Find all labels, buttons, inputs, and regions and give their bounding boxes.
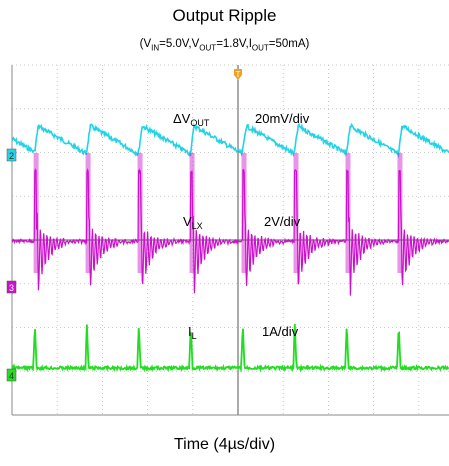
trace-scale-label: 2V/div	[264, 214, 301, 229]
trace-name-sub: OUT	[190, 118, 210, 128]
trace-name-sub: LX	[192, 221, 203, 231]
vlx-edge-burst	[137, 153, 143, 273]
subtitle-vout-sub: OUT	[199, 43, 217, 53]
subtitle-iout-val: =50mA)	[268, 38, 310, 50]
vlx-edge-burst	[241, 153, 247, 273]
subtitle-vin-val: =5.0V,V	[159, 38, 200, 50]
channel-marker-label: 4	[9, 371, 14, 381]
trace-name-sub: L	[192, 331, 197, 341]
plot-traces	[11, 122, 449, 373]
trigger-marker-label: T	[236, 70, 241, 79]
channel-marker-label: 3	[9, 283, 14, 293]
vlx-edge-burst	[85, 153, 91, 273]
trace-name-main: ΔV	[173, 111, 191, 126]
channel-marker	[6, 368, 17, 382]
channel-marker	[6, 280, 17, 294]
subtitle-vin-sub: IN	[151, 43, 160, 53]
plot-labels: ΔVOUT 20mV/div VLX 2V/div IL 1A/div	[173, 111, 310, 341]
trigger-marker-icon	[234, 69, 242, 80]
plot-grid	[11, 64, 449, 416]
vlx-edge-burst	[397, 153, 403, 273]
vlx-edge-burst	[189, 153, 195, 273]
vlx-trace	[11, 167, 449, 296]
trace-name-main: V	[183, 214, 192, 229]
channel-marker	[6, 148, 17, 162]
trace-name-label: VLX	[183, 214, 203, 231]
subtitle-iout-sub: OUT	[251, 43, 269, 53]
channel-marker-label: 2	[9, 151, 14, 161]
chart-title: Output Ripple	[172, 6, 277, 25]
trace-name-main: I	[188, 324, 192, 339]
subtitle-vout-val: =1.8V,I	[216, 38, 252, 50]
chart-subtitle: (VIN=5.0V,VOUT=1.8V,IOUT=50mA)	[0, 38, 449, 52]
vout-ripple-trace	[11, 122, 449, 159]
trace-name-label: ΔVOUT	[173, 111, 210, 128]
plot-markers: 2 3 4 T	[6, 69, 242, 382]
vlx-edge-burst	[293, 153, 299, 273]
trace-scale-label: 20mV/div	[255, 111, 310, 126]
trace-scale-label: 1A/div	[262, 324, 299, 339]
subtitle-prefix: (V	[139, 38, 152, 50]
trace-name-label: IL	[188, 324, 197, 341]
vlx-edge-burst	[33, 153, 39, 273]
vlx-edge-burst	[345, 153, 351, 273]
x-axis-label: Time (4µs/div)	[173, 436, 276, 453]
il-trace	[11, 323, 449, 373]
